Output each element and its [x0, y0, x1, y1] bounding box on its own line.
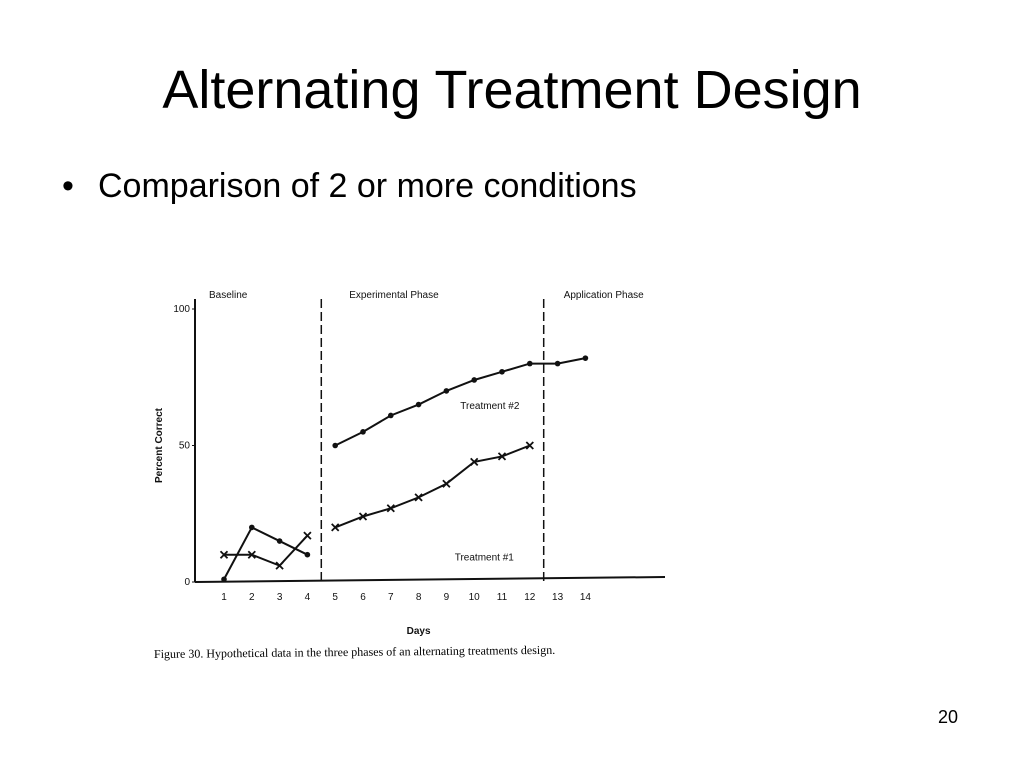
series-line	[334, 357, 586, 447]
data-point	[249, 524, 255, 531]
series-line	[224, 534, 309, 567]
x-tick-label: 5	[332, 592, 338, 603]
data-point	[414, 493, 423, 502]
x-tick-label: 7	[388, 592, 394, 603]
x-tick-label: 13	[552, 592, 564, 603]
data-point	[554, 360, 561, 367]
data-point	[247, 550, 256, 559]
data-point	[304, 551, 311, 558]
slide-title: Alternating Treatment Design	[162, 60, 862, 120]
x-axis-label: Days	[407, 626, 431, 637]
bullet-dot: •	[62, 167, 74, 205]
phase-label: Application Phase	[564, 290, 644, 301]
x-tick-label: 14	[580, 592, 592, 603]
data-point	[470, 457, 479, 467]
data-point	[442, 479, 451, 488]
x-tick-label: 3	[277, 592, 283, 603]
x-tick-label: 2	[249, 592, 255, 603]
data-point	[415, 401, 422, 408]
phase-label: Experimental Phase	[349, 290, 439, 301]
data-point	[386, 504, 395, 513]
data-point	[331, 523, 340, 532]
data-point	[219, 550, 229, 559]
x-tick-label: 8	[416, 592, 422, 603]
x-tick-label: 1	[221, 592, 227, 603]
data-point	[499, 368, 505, 375]
x-tick-label: 9	[444, 592, 450, 603]
x-tick-label: 11	[497, 592, 508, 603]
series-label-treatment-2: Treatment #2	[460, 401, 520, 412]
data-point	[276, 538, 283, 544]
data-point	[332, 442, 338, 449]
x-tick-label: 10	[469, 592, 481, 603]
data-point	[358, 512, 368, 521]
series-line	[223, 526, 308, 580]
data-point	[443, 388, 450, 394]
data-point	[221, 576, 227, 583]
y-axis-label: Percent Correct	[154, 407, 165, 483]
y-tick-label: 50	[179, 441, 191, 452]
phase-label: Baseline	[209, 290, 248, 301]
y-tick-label: 100	[173, 304, 190, 315]
data-point	[497, 452, 507, 461]
data-point	[303, 531, 312, 540]
data-point	[360, 429, 366, 435]
series-line	[334, 444, 531, 529]
series-label-treatment-1: Treatment #1	[455, 553, 515, 564]
data-point	[388, 412, 394, 419]
x-tick-label: 6	[360, 592, 366, 603]
bullet-item: • Comparison of 2 or more conditions	[62, 166, 637, 207]
data-point	[582, 355, 589, 361]
x-axis	[194, 576, 666, 583]
data-point	[471, 377, 478, 383]
data-point	[527, 360, 533, 367]
figure-caption: Figure 30. Hypothetical data in the thre…	[153, 642, 556, 661]
x-tick-label: 12	[524, 592, 536, 603]
y-tick-label: 0	[184, 577, 190, 588]
bullet-text: Comparison of 2 or more conditions	[98, 167, 637, 205]
page-number: 20	[938, 707, 959, 727]
data-point	[275, 561, 284, 570]
data-point	[525, 441, 534, 450]
figure: 0 50 100 1 2 3 4 5 6 7 8 9 10 11 12 13 14 Days Percent Cor…	[140, 262, 680, 672]
x-tick-label: 4	[305, 592, 311, 603]
